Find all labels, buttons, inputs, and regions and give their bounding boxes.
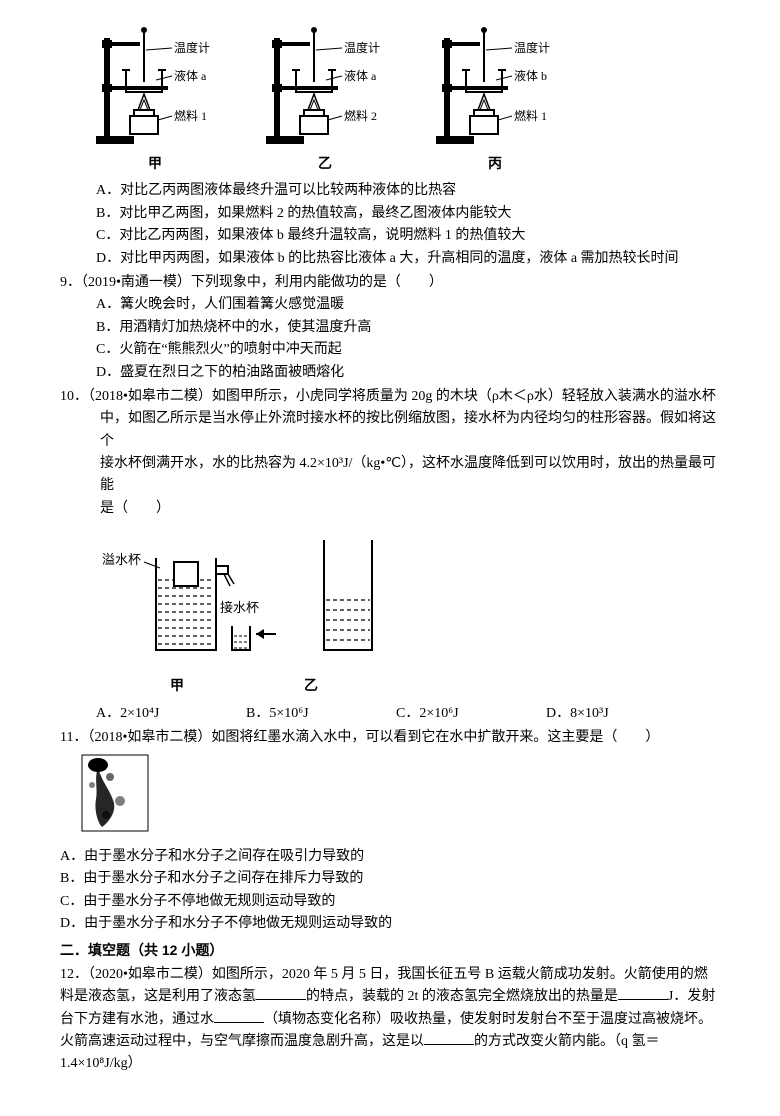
figure-jia: 温度计 液体 a 燃料 1 甲	[90, 20, 220, 176]
blank-4[interactable]	[424, 1031, 474, 1045]
caption-jia: 甲	[148, 154, 162, 176]
figure-yi: 温度计 液体 a 燃料 2 乙	[260, 20, 390, 176]
q12-l3b: （填物态变化名称）吸收热量，使发射时发射台不至于温度过高被烧坏。	[264, 1012, 712, 1027]
q11-optA: A．由于墨水分子和水分子之间存在吸引力导致的	[60, 846, 720, 868]
apparatus-bing-svg: 温度计 液体 b 燃料 1	[430, 20, 560, 150]
q9-optA: A．篝火晚会时，人们围着篝火感觉温暖	[60, 294, 720, 316]
q10-choices: A．2×10⁴J B．5×10⁶J C．2×10⁶J D．8×10³J	[60, 703, 720, 725]
ink-drop-svg	[80, 753, 150, 833]
q10-stem-1: 10．（2018•如皋市二模）如图甲所示，小虎同学将质量为 20g 的木块（ρ木…	[60, 386, 720, 408]
caption-bing: 丙	[488, 154, 502, 176]
receive-label: 接水杯	[220, 600, 259, 615]
q10-stem-2: 中，如图乙所示是当水停止外流时接水杯的按比例缩放图，接水杯为内径均匀的柱形容器。…	[60, 408, 720, 453]
fuel-label: 燃料 1	[174, 108, 207, 123]
q9-optB: B．用酒精灯加热烧杯中的水，使其温度升高	[60, 317, 720, 339]
apparatus-figures: 温度计 液体 a 燃料 1 甲 温度计 液体	[60, 20, 720, 176]
q8-optD: D．对比甲丙两图，如果液体 b 的比热容比液体 a 大，升高相同的温度，液体 a…	[60, 248, 720, 270]
q9-optC: C．火箭在“熊熊烈火”的喷射中冲天而起	[60, 339, 720, 361]
receive-cup-yi-svg	[308, 530, 388, 670]
q10-cap-yi: 乙	[304, 676, 318, 698]
q12-line2: 料是液态氢，这是利用了液态氢 的特点，装载的 2t 的液态氢完全燃烧放出的热量是 J…	[60, 986, 720, 1008]
q11-stem: 11．（2018•如皋市二模）如图将红墨水滴入水中，可以看到它在水中扩散开来。这…	[60, 727, 720, 749]
q12-line4: 火箭高速运动过程中，与空气摩擦而温度急剧升高，这是以的方式改变火箭内能。（q 氢…	[60, 1031, 720, 1076]
q10-choiceC: C．2×10⁶J	[396, 703, 546, 725]
fuel-label: 燃料 1	[514, 108, 547, 123]
q11-optB: B．由于墨水分子和水分子之间存在排斥力导致的	[60, 868, 720, 890]
q10-cap-jia: 甲	[170, 676, 184, 698]
q12-l4a: 火箭高速运动过程中，与空气摩擦而温度急剧升高，这是以	[60, 1034, 424, 1049]
section2-heading: 二．填空题（共 12 小题）	[60, 939, 720, 961]
q9-stem: 9．（2019•南通一模）下列现象中，利用内能做功的是（ ）	[60, 272, 720, 294]
q10-figures: 溢水杯 接水杯	[60, 530, 720, 670]
q8-optA: A．对比乙丙两图液体最终升温可以比较两种液体的比热容	[60, 180, 720, 202]
thermo-label: 温度计	[514, 40, 550, 55]
apparatus-jia-svg: 温度计 液体 a 燃料 1	[90, 20, 220, 150]
fuel-label: 燃料 2	[344, 108, 377, 123]
figure-bing: 温度计 液体 b 燃料 1 丙	[430, 20, 560, 176]
overflow-label: 溢水杯	[102, 552, 141, 567]
q11-optC: C．由于墨水分子不停地做无规则运动导致的	[60, 891, 720, 913]
liquid-label: 液体 a	[344, 68, 377, 83]
q10-stem-3: 接水杯倒满开水，水的比热容为 4.2×10³J/（kg•℃），这杯水温度降低到可…	[60, 453, 720, 498]
thermo-label: 温度计	[344, 40, 380, 55]
q12-l2a: 料是液态氢，这是利用了液态氢	[60, 989, 256, 1004]
blank-1[interactable]	[256, 986, 306, 1000]
q10-choiceD: D．8×10³J	[546, 703, 696, 725]
q11-optD: D．由于墨水分子和水分子不停地做无规则运动导致的	[60, 913, 720, 935]
liquid-label: 液体 a	[174, 68, 207, 83]
thermo-label: 温度计	[174, 40, 210, 55]
q12-l2c: J．发射	[668, 989, 715, 1004]
q12-line1: 12．（2020•如皋市二模）如图所示，2020 年 5 月 5 日，我国长征五…	[60, 964, 720, 986]
liquid-label: 液体 b	[514, 68, 547, 83]
blank-2[interactable]	[618, 986, 668, 1000]
q8-optC: C．对比乙丙两图，如果液体 b 最终升温较高，说明燃料 1 的热值较大	[60, 225, 720, 247]
q9-optD: D．盛夏在烈日之下的柏油路面被晒熔化	[60, 362, 720, 384]
apparatus-yi-svg: 温度计 液体 a 燃料 2	[260, 20, 390, 150]
q12-l3a: 台下方建有水池，通过水	[60, 1012, 214, 1027]
q10-captions: 甲 乙	[60, 676, 720, 698]
blank-3[interactable]	[214, 1009, 264, 1023]
q10-choiceB: B．5×10⁶J	[246, 703, 396, 725]
q8-optB: B．对比甲乙两图，如果燃料 2 的热值较高，最终乙图液体内能较大	[60, 203, 720, 225]
q10-stem-4: 是（ ）	[60, 498, 720, 520]
q10-choiceA: A．2×10⁴J	[96, 703, 246, 725]
q12-l2b: 的特点，装载的 2t 的液态氢完全燃烧放出的热量是	[306, 989, 618, 1004]
overflow-cup-jia-svg: 溢水杯 接水杯	[100, 530, 280, 670]
caption-yi: 乙	[318, 154, 332, 176]
ink-drop-image	[80, 753, 720, 841]
q12-line3: 台下方建有水池，通过水 （填物态变化名称）吸收热量，使发射时发射台不至于温度过高被…	[60, 1009, 720, 1031]
